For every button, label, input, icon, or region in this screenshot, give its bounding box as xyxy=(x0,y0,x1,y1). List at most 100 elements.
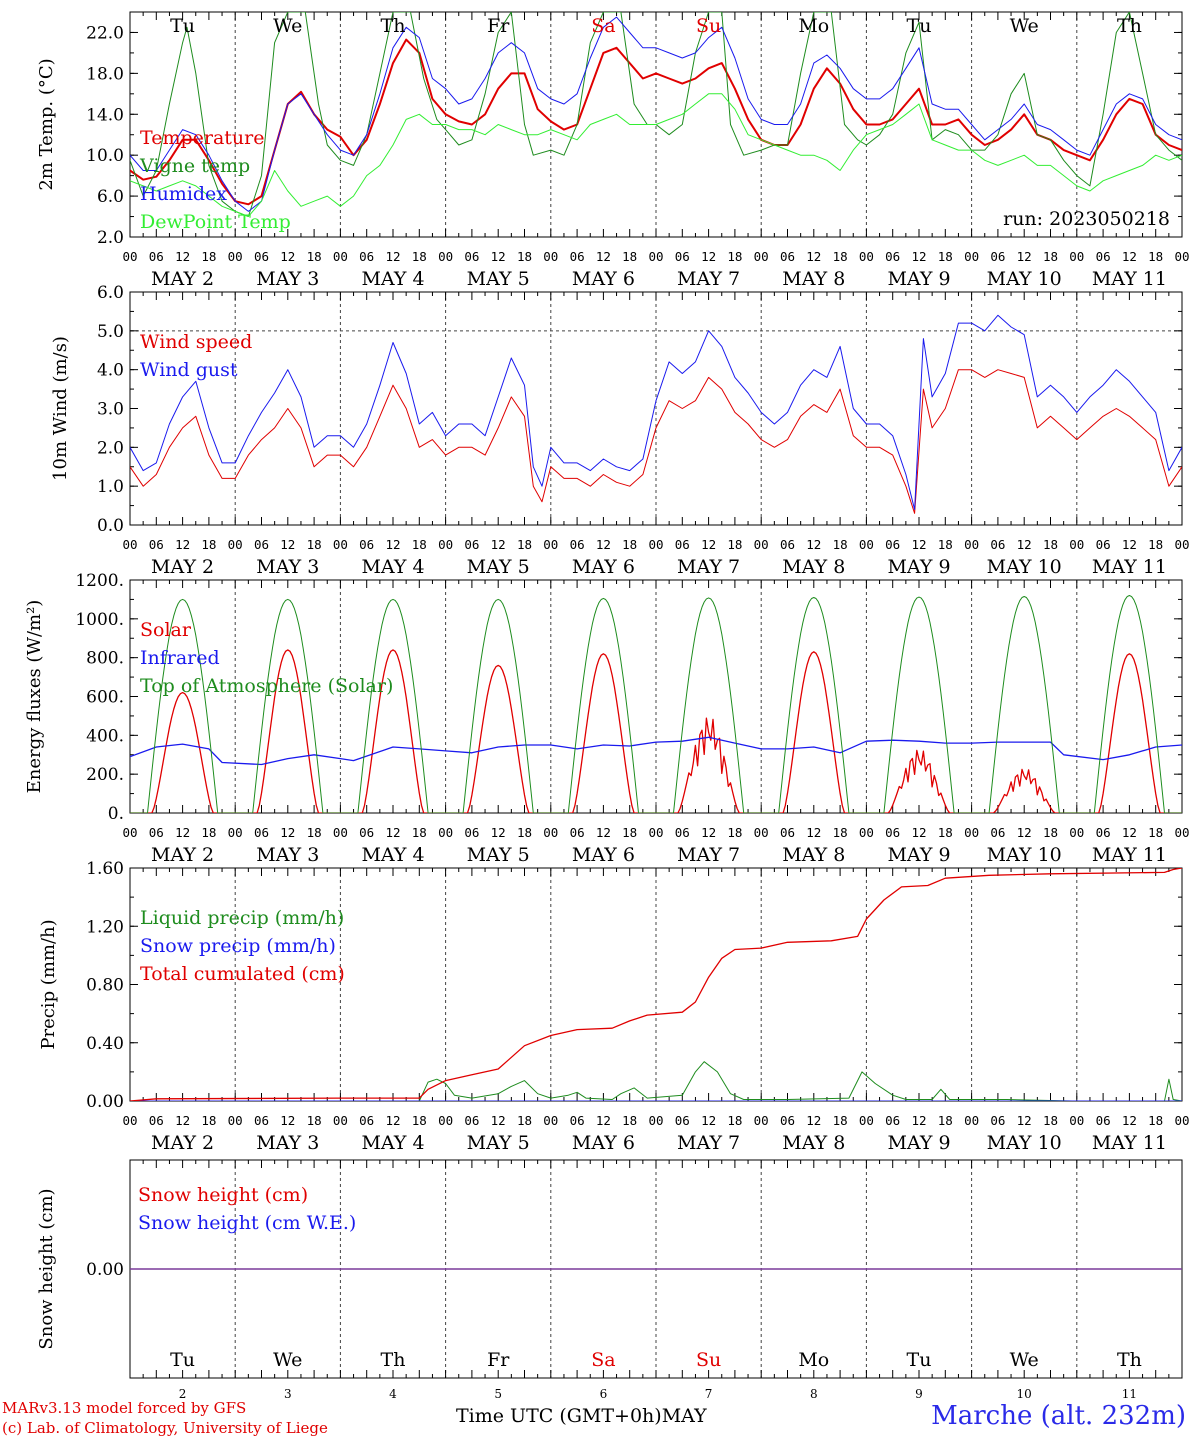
x-tick-label: 12 xyxy=(701,537,716,552)
day-number-label: 5 xyxy=(494,1387,502,1401)
x-date-label: MAY 6 xyxy=(572,268,635,290)
day-of-week-label: Tu xyxy=(907,15,932,37)
x-tick-label: 06 xyxy=(359,1113,374,1128)
y-tick-label: 2.0 xyxy=(97,438,124,458)
y-tick-label: 0.40 xyxy=(86,1034,124,1054)
x-tick-label: 00 xyxy=(228,537,243,552)
x-date-label: MAY 2 xyxy=(151,268,214,290)
x-tick-label: 06 xyxy=(675,1113,690,1128)
series-line-liquid-precip-mm-h xyxy=(130,1061,1182,1101)
x-tick-label: 00 xyxy=(1069,825,1084,840)
x-tick-label: 18 xyxy=(517,537,532,552)
x-date-label: MAY 11 xyxy=(1092,556,1167,578)
series-line-wind-gust xyxy=(130,314,1182,510)
x-tick-label: 00 xyxy=(333,1113,348,1128)
x-tick-label: 12 xyxy=(491,825,506,840)
x-tick-label: 12 xyxy=(280,249,295,264)
x-tick-label: 06 xyxy=(149,537,164,552)
x-date-label: MAY 5 xyxy=(467,844,530,866)
day-number-label: 11 xyxy=(1122,1387,1137,1401)
x-tick-label: 06 xyxy=(885,825,900,840)
day-number-label: 10 xyxy=(1017,1387,1032,1401)
day-number-label: 6 xyxy=(600,1387,608,1401)
x-tick-label: 18 xyxy=(622,537,637,552)
x-tick-label: 12 xyxy=(175,825,190,840)
legend-entry: Wind speed xyxy=(140,331,252,353)
x-tick-label: 18 xyxy=(1148,1113,1163,1128)
x-tick-label: 00 xyxy=(648,537,663,552)
x-tick-label: 00 xyxy=(333,537,348,552)
x-tick-label: 18 xyxy=(727,825,742,840)
x-tick-label: 12 xyxy=(596,825,611,840)
x-date-label: MAY 7 xyxy=(677,844,740,866)
x-tick-label: 12 xyxy=(385,249,400,264)
y-tick-label: 1.60 xyxy=(86,859,124,879)
y-tick-label: 800. xyxy=(86,649,124,669)
x-tick-label: 00 xyxy=(122,249,137,264)
day-number-label: 2 xyxy=(179,1387,187,1401)
x-date-label: MAY 10 xyxy=(987,1132,1062,1154)
run-label: run: 2023050218 xyxy=(1003,208,1170,230)
x-date-label: MAY 9 xyxy=(887,268,950,290)
x-tick-label: 06 xyxy=(1096,825,1111,840)
x-tick-label: 18 xyxy=(307,825,322,840)
legend-entry: Liquid precip (mm/h) xyxy=(140,907,344,929)
day-number-label: 7 xyxy=(705,1387,713,1401)
y-tick-label: 3.0 xyxy=(97,400,124,420)
x-tick-label: 00 xyxy=(1174,1113,1189,1128)
y-axis-label: Energy fluxes (W/m²) xyxy=(24,600,45,794)
x-date-label: MAY 6 xyxy=(572,844,635,866)
day-number-label: 8 xyxy=(810,1387,818,1401)
x-tick-label: 18 xyxy=(307,537,322,552)
x-tick-label: 00 xyxy=(122,825,137,840)
x-tick-label: 12 xyxy=(701,1113,716,1128)
x-tick-label: 00 xyxy=(754,825,769,840)
y-axis-label: Snow height (cm) xyxy=(36,1188,57,1349)
x-tick-label: 06 xyxy=(780,537,795,552)
day-of-week-label: We xyxy=(1010,1349,1039,1371)
day-of-week-label: Th xyxy=(1117,15,1142,37)
x-tick-label: 00 xyxy=(1174,249,1189,264)
x-date-label: MAY 8 xyxy=(782,1132,845,1154)
x-tick-label: 00 xyxy=(964,825,979,840)
day-of-week-label: Tu xyxy=(170,15,195,37)
series-line-infrared xyxy=(130,736,1182,766)
x-tick-label: 06 xyxy=(570,1113,585,1128)
series-line-total-cumulated-cm xyxy=(130,868,1182,1101)
x-tick-label: 06 xyxy=(990,249,1005,264)
x-tick-label: 12 xyxy=(911,537,926,552)
x-tick-label: 18 xyxy=(201,1113,216,1128)
x-tick-label: 18 xyxy=(412,249,427,264)
x-tick-label: 18 xyxy=(1043,1113,1058,1128)
y-tick-label: 1000. xyxy=(75,610,124,630)
x-tick-label: 18 xyxy=(517,1113,532,1128)
x-tick-label: 00 xyxy=(859,825,874,840)
x-tick-label: 12 xyxy=(1122,249,1137,264)
x-axis-title: Time UTC (GMT+0h)MAY xyxy=(456,1405,707,1427)
x-tick-label: 18 xyxy=(938,1113,953,1128)
x-tick-label: 12 xyxy=(1017,537,1032,552)
y-tick-label: 0.0 xyxy=(97,516,124,536)
x-tick-label: 06 xyxy=(885,537,900,552)
x-tick-label: 18 xyxy=(833,825,848,840)
y-tick-label: 18.0 xyxy=(86,64,124,84)
x-date-label: MAY 8 xyxy=(782,268,845,290)
x-tick-label: 12 xyxy=(806,249,821,264)
x-tick-label: 06 xyxy=(675,249,690,264)
x-tick-label: 12 xyxy=(385,537,400,552)
x-tick-label: 06 xyxy=(780,825,795,840)
plot-area-energy xyxy=(130,595,1182,813)
day-of-week-label: Tu xyxy=(907,1349,932,1371)
series-line-temperature xyxy=(130,38,1182,206)
x-tick-label: 12 xyxy=(806,825,821,840)
x-tick-label: 06 xyxy=(675,537,690,552)
x-tick-label: 12 xyxy=(175,1113,190,1128)
x-tick-label: 06 xyxy=(1096,249,1111,264)
x-date-label: MAY 2 xyxy=(151,1132,214,1154)
x-tick-label: 00 xyxy=(333,249,348,264)
y-tick-label: 4.0 xyxy=(97,361,124,381)
x-tick-label: 06 xyxy=(464,249,479,264)
y-tick-label: 600. xyxy=(86,688,124,708)
x-tick-label: 18 xyxy=(622,1113,637,1128)
